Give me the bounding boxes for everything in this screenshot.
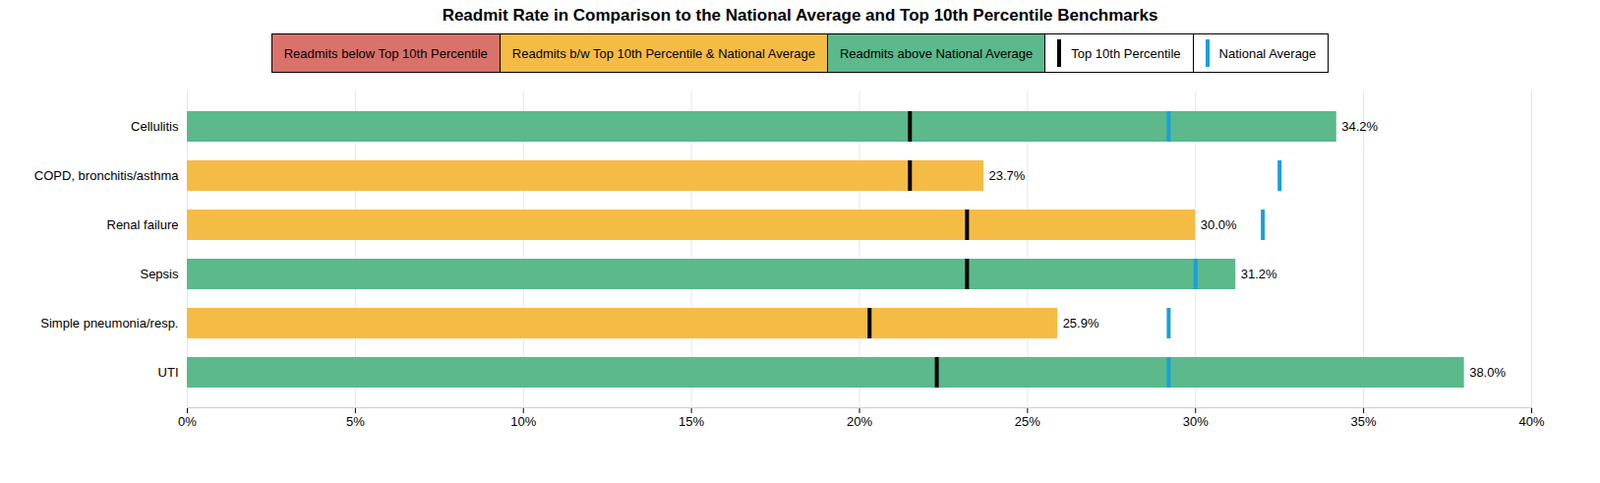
- html-text:National Average: National Average: [1218, 45, 1317, 61]
- svg-text:5%: 5%: [346, 414, 365, 429]
- svg-text:Renal failure: Renal failure: [107, 217, 179, 233]
- svg-text:38.0%: 38.0%: [1469, 364, 1506, 380]
- html-text:Readmits b/w Top 10th Percenti: Readmits b/w Top 10th Percentile & Natio…: [512, 45, 816, 61]
- html-text:Readmits above National Averag: Readmits above National Average: [839, 45, 1033, 61]
- svg-text:25.9%: 25.9%: [1063, 315, 1100, 331]
- svg-text:40%: 40%: [1518, 414, 1544, 429]
- svg-text:31.2%: 31.2%: [1241, 266, 1278, 282]
- svg-text:Cellulitis: Cellulitis: [130, 118, 179, 134]
- svg-text:35%: 35%: [1351, 414, 1377, 429]
- svg-text:Sepsis: Sepsis: [139, 266, 179, 282]
- svg-text:30.0%: 30.0%: [1200, 217, 1238, 233]
- svg-text:30%: 30%: [1183, 414, 1209, 429]
- html-text:Readmit Rate in Comparison to: Readmit Rate in Comparison to the Nation…: [442, 5, 1158, 25]
- svg-text:15%: 15%: [678, 414, 705, 429]
- svg-text:UTI: UTI: [158, 364, 179, 380]
- svg-text:20%: 20%: [846, 414, 873, 429]
- svg-text:25%: 25%: [1014, 414, 1041, 429]
- svg-text:Simple pneumonia/resp.: Simple pneumonia/resp.: [40, 315, 178, 331]
- svg-text:COPD, bronchitis/asthma: COPD, bronchitis/asthma: [34, 168, 179, 183]
- html-text:Top 10th Percentile: Top 10th Percentile: [1071, 45, 1181, 61]
- svg-text:23.7%: 23.7%: [988, 168, 1025, 183]
- html-text:Readmits below Top 10th Percen: Readmits below Top 10th Percentile: [283, 45, 488, 61]
- svg-text:0%: 0%: [177, 414, 197, 429]
- svg-text:34.2%: 34.2%: [1341, 118, 1378, 134]
- svg-text:10%: 10%: [510, 414, 536, 429]
